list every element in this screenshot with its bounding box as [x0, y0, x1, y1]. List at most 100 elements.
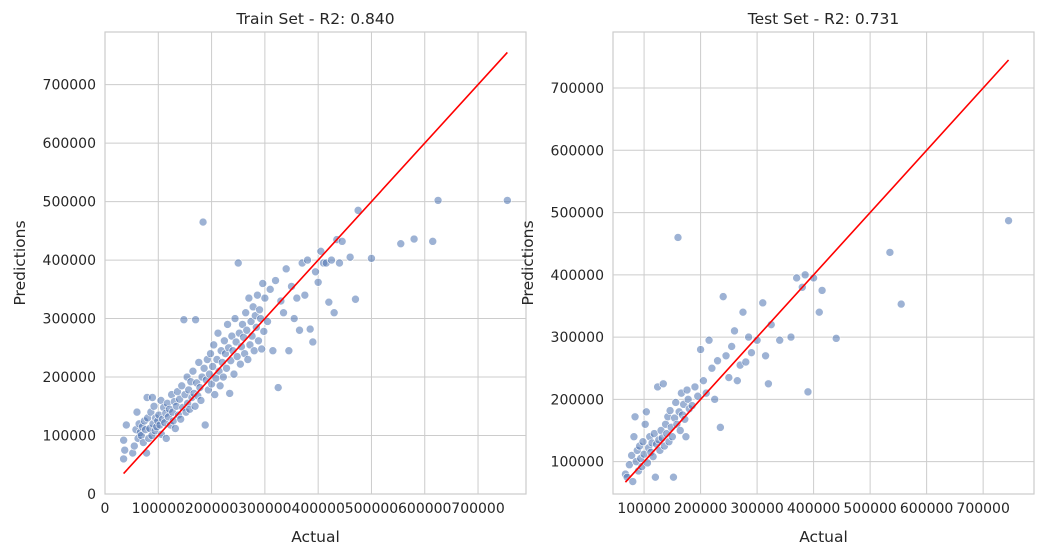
train-x-axis-label: Actual: [291, 528, 340, 546]
scatter-point: [642, 407, 651, 417]
scatter-point: [308, 337, 318, 347]
scatter-point: [281, 264, 291, 274]
scatter-point: [222, 363, 231, 373]
y-tick-label: 200000: [551, 392, 604, 408]
scatter-point: [775, 335, 785, 345]
scatter-point: [669, 472, 678, 482]
scatter-point: [367, 254, 376, 263]
train-y-tick-labels: 0 100000 200000 300000 400000 500000 600000 700…: [43, 78, 96, 503]
scatter-point: [265, 285, 275, 294]
test-title: Test Set - R2: 0.731: [747, 10, 900, 28]
scatter-point: [761, 351, 770, 361]
train-plot-frame: [104, 31, 527, 495]
x-tick-label: 100000: [617, 501, 670, 517]
scatter-point: [699, 376, 708, 385]
y-tick-label: 200000: [43, 370, 96, 386]
scatter-point: [132, 407, 142, 417]
scatter-point: [665, 406, 675, 415]
scatter-point: [671, 398, 681, 407]
scatter-point: [254, 336, 263, 346]
y-tick-label: 600000: [43, 136, 96, 152]
scatter-point: [241, 308, 250, 318]
scatter-point: [196, 396, 206, 405]
scatter-point: [351, 294, 360, 304]
y-tick-label: 500000: [551, 206, 604, 222]
scatter-point: [628, 477, 638, 486]
scatter-point: [295, 325, 304, 335]
scatter-point: [335, 258, 344, 268]
scatter-point: [329, 308, 339, 318]
train-title: Train Set - R2: 0.840: [235, 10, 394, 28]
x-tick-label: 200000: [185, 501, 238, 517]
y-tick-label: 400000: [551, 268, 604, 284]
scatter-point: [233, 258, 243, 268]
scatter-point: [220, 336, 229, 346]
y-tick-label: 100000: [43, 429, 96, 445]
scatter-point: [696, 345, 705, 354]
scatter-point: [194, 358, 204, 367]
scatter-point: [236, 359, 245, 369]
scatter-point: [640, 419, 650, 429]
scatter-point: [232, 352, 242, 361]
x-tick-label: 100000: [132, 501, 185, 517]
x-tick-label: 300000: [238, 501, 291, 517]
scatter-point: [738, 307, 748, 317]
y-tick-label: 600000: [551, 143, 604, 159]
scatter-point: [800, 270, 810, 280]
scatter-point: [316, 247, 326, 256]
y-tick-label: 700000: [551, 81, 604, 97]
scatter-point: [337, 237, 347, 246]
scatter-point: [208, 362, 217, 371]
scatter-point: [786, 332, 796, 342]
scatter-point: [300, 290, 310, 300]
scatter-point: [198, 217, 208, 227]
scatter-point: [188, 366, 198, 376]
scatter-point: [896, 299, 906, 309]
scatter-point: [353, 206, 363, 215]
scatter-point: [313, 277, 323, 287]
scatter-point: [710, 395, 720, 404]
test-x-tick-labels: 100000 200000 300000 400000 500000 600000 7000…: [617, 501, 1010, 517]
scatter-point: [130, 441, 139, 451]
scatter-point: [219, 372, 228, 382]
scatter-point: [764, 379, 773, 389]
scatter-point: [199, 363, 209, 373]
scatter-point: [292, 293, 302, 303]
scatter-point: [120, 445, 130, 455]
scatter-point: [207, 379, 216, 389]
test-x-axis-label: Actual: [799, 528, 848, 546]
scatter-point: [433, 196, 443, 205]
scatter-point: [190, 401, 200, 411]
scatter-point: [237, 342, 246, 351]
train-reference-line: [123, 51, 508, 475]
scatter-point: [289, 314, 299, 323]
scatter-point: [627, 451, 636, 460]
scatter-point: [682, 385, 692, 395]
x-tick-label: 500000: [345, 501, 398, 517]
scatter-point: [707, 363, 717, 373]
scatter-point: [733, 376, 742, 385]
scatter-point: [718, 292, 728, 301]
scatter-point: [161, 434, 171, 443]
scatter-point: [658, 379, 668, 389]
scatter-point: [200, 420, 210, 430]
scatter-point: [730, 326, 739, 336]
scatter-point: [177, 381, 187, 391]
scatter-point: [716, 423, 725, 432]
scatter-point: [176, 414, 185, 424]
scatter-point: [428, 237, 438, 246]
scatter-point: [244, 293, 254, 303]
scatter-point: [814, 307, 824, 317]
x-tick-label: 500000: [843, 501, 896, 517]
scatter-point: [263, 317, 272, 326]
scatter-point: [741, 357, 751, 367]
y-tick-label: 500000: [43, 195, 96, 211]
x-tick-label: 200000: [674, 501, 727, 517]
scatter-point: [191, 315, 200, 325]
scatter-point: [142, 448, 151, 458]
scatter-point: [279, 308, 288, 318]
test-plot-frame: [612, 31, 1035, 495]
scatter-point: [171, 424, 180, 433]
scatter-point: [668, 432, 677, 442]
